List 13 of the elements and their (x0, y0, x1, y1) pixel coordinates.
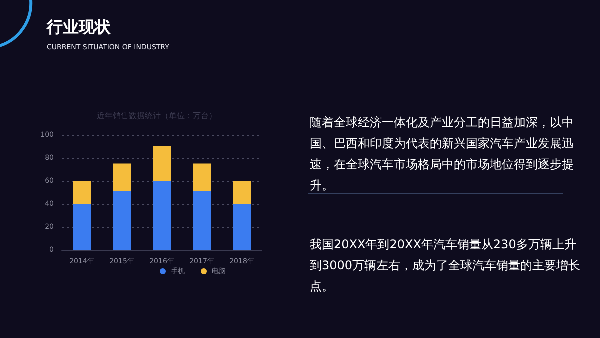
text: 我国20XX年到20XX年汽车销量从230多万辆上升到3000万辆左右，成为了全球汽车销量的主要增长点。 (310, 238, 581, 294)
bar (113, 164, 131, 192)
bar (153, 146, 171, 181)
bar (73, 181, 91, 204)
bar (73, 204, 91, 250)
text: 随着全球经济一体化及产业分工的日益加深，以中国、巴西和印度为代表的新兴国家汽车产业发展迅速，在全球汽车市场格局中的市场地位得到逐步提升。 (310, 116, 574, 192)
bar (113, 191, 131, 250)
bar (153, 181, 171, 250)
chart-title: 行业现状 (46, 18, 112, 36)
bar (193, 164, 211, 192)
bar (193, 191, 211, 250)
bar (233, 204, 251, 250)
bar (233, 181, 251, 204)
